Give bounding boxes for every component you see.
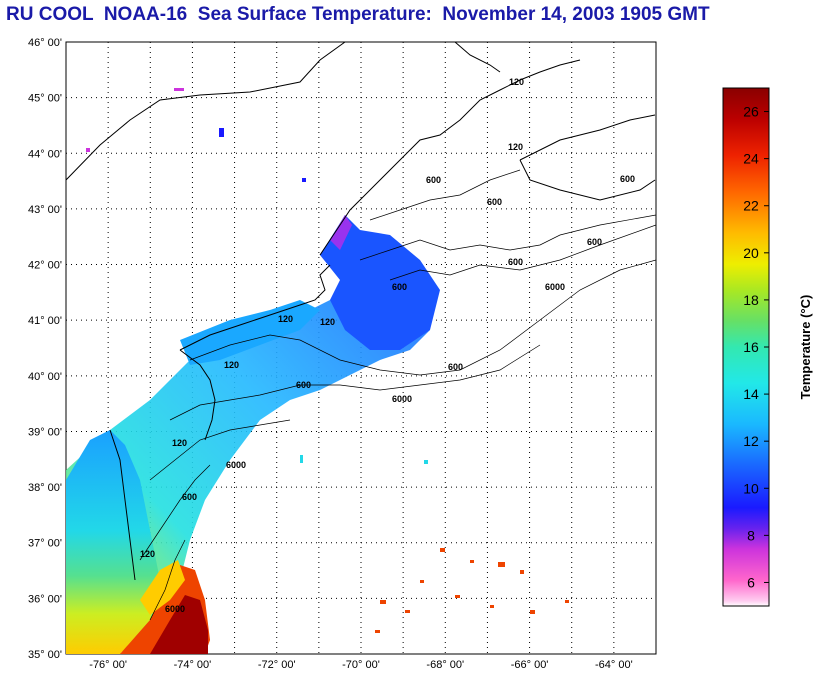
latitude-label: 39° 00' (28, 426, 62, 438)
colorbar-tick-label: 18 (743, 292, 759, 308)
colorbar-tick-label: 24 (743, 151, 759, 167)
latitude-label: 37° 00' (28, 538, 62, 550)
latitude-label: 41° 00' (28, 315, 62, 327)
latitude-label: 44° 00' (28, 148, 62, 160)
contour-labels: 120 120 120 120 120 120 120 600 600 600 … (140, 77, 635, 614)
contour-label: 600 (392, 282, 407, 292)
colorbar-tick-label: 6 (747, 574, 755, 590)
contour-label: 120 (172, 438, 187, 448)
contour-label: 120 (320, 317, 335, 327)
longitude-label: -74° 00' (174, 659, 212, 671)
colorbar-ticks: 6 8 10 12 14 16 18 20 22 24 26 (743, 104, 769, 590)
contour-label: 120 (224, 360, 239, 370)
contour-label: 600 (620, 174, 635, 184)
colorbar-tick-label: 20 (743, 245, 759, 261)
contour-label: 6000 (545, 282, 565, 292)
longitude-label: -64° 00' (595, 659, 633, 671)
contour-label: 600 (508, 257, 523, 267)
contour-label: 600 (296, 380, 311, 390)
colorbar-tick-label: 16 (743, 339, 759, 355)
contour-label: 120 (509, 77, 524, 87)
latitude-label: 36° 00' (28, 593, 62, 605)
colorbar-tick-label: 8 (747, 527, 755, 543)
colorbar-tick-label: 10 (743, 480, 759, 496)
contour-label: 600 (487, 197, 502, 207)
latitude-label: 42° 00' (28, 260, 62, 272)
latitude-label: 43° 00' (28, 204, 62, 216)
coastlines (66, 42, 656, 581)
contour-label: 6000 (392, 394, 412, 404)
longitude-label: -72° 00' (258, 659, 296, 671)
latitude-labels: 46° 00' 45° 00' 44° 00' 43° 00' 42° 00' 41° 0… (28, 37, 62, 661)
colorbar-gradient (722, 87, 770, 607)
contour-label: 120 (508, 142, 523, 152)
colorbar: 6 8 10 12 14 16 18 20 22 24 26 Temperature (°C) (722, 87, 813, 607)
contour-label: 6000 (165, 604, 185, 614)
contour-label: 600 (426, 175, 441, 185)
latitude-label: 35° 00' (28, 649, 62, 661)
latitude-label: 40° 00' (28, 371, 62, 383)
latitude-label: 45° 00' (28, 93, 62, 105)
longitude-label: -68° 00' (426, 659, 464, 671)
map-title: RU COOL NOAA-16 Sea Surface Temperature:… (6, 4, 710, 25)
colorbar-tick-label: 22 (743, 198, 759, 214)
colorbar-tick-label: 26 (743, 104, 759, 120)
longitude-label: -66° 00' (511, 659, 549, 671)
contour-label: 600 (448, 362, 463, 372)
contour-label: 120 (278, 314, 293, 324)
contour-label: 120 (140, 549, 155, 559)
colorbar-tick-label: 14 (743, 386, 759, 402)
longitude-label: -76° 00' (89, 659, 127, 671)
map-content: 120 120 120 120 120 120 120 600 600 600 … (66, 42, 656, 654)
colorbar-title: Temperature (°C) (798, 295, 813, 400)
bathymetry-contours (139, 169, 656, 621)
contour-label: 6000 (226, 460, 246, 470)
latitude-label: 46° 00' (28, 37, 62, 49)
longitude-label: -70° 00' (342, 659, 380, 671)
contour-label: 600 (587, 237, 602, 247)
sst-field (66, 88, 569, 654)
longitude-labels: -76° 00' -74° 00' -72° 00' -70° 00' -68° 00'… (89, 659, 632, 671)
colorbar-tick-label: 12 (743, 433, 759, 449)
latitude-label: 38° 00' (28, 482, 62, 494)
contour-label: 600 (182, 492, 197, 502)
